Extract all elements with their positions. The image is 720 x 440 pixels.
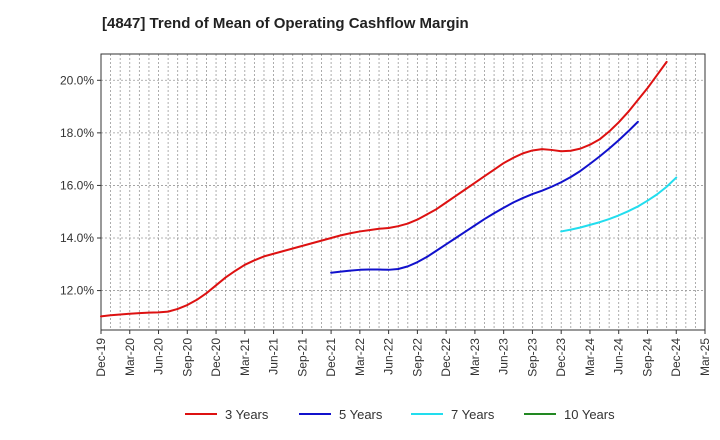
x-tick-label: Sep-20 bbox=[180, 338, 194, 377]
x-tick-label: Dec-23 bbox=[554, 338, 568, 377]
x-tick-label: Jun-22 bbox=[382, 338, 396, 375]
x-axis: Dec-19 Mar-20 Jun-20 Sep-20 Dec-20 Mar-21 Jun-… bbox=[94, 330, 712, 377]
series-layer bbox=[100, 60, 678, 318]
plot-area-border bbox=[100, 53, 706, 331]
x-tick-label: Dec-19 bbox=[94, 338, 108, 377]
x-tick-label: Mar-23 bbox=[468, 338, 482, 376]
legend-label-3-years: 3 Years bbox=[225, 407, 269, 422]
x-tick-label: Mar-24 bbox=[583, 338, 597, 376]
x-tick-label: Dec-22 bbox=[439, 338, 453, 377]
x-tick-label: Jun-21 bbox=[267, 338, 281, 375]
legend-label-10-years: 10 Years bbox=[564, 407, 615, 422]
legend: 3 Years 5 Years 7 Years 10 Years bbox=[185, 407, 615, 422]
y-tick-label: 20.0% bbox=[60, 73, 94, 87]
y-axis: 12.0% 14.0% 16.0% 18.0% 20.0% bbox=[60, 73, 101, 298]
x-tick-label: Dec-20 bbox=[209, 338, 223, 377]
legend-label-5-years: 5 Years bbox=[339, 407, 383, 422]
legend-label-7-years: 7 Years bbox=[451, 407, 495, 422]
x-tick-label: Sep-24 bbox=[640, 338, 654, 377]
x-tick-label: Dec-24 bbox=[669, 338, 683, 377]
grid-layer bbox=[101, 54, 705, 330]
y-tick-label: 12.0% bbox=[60, 284, 94, 298]
x-tick-label: Mar-25 bbox=[698, 338, 712, 376]
x-tick-label: Jun-23 bbox=[497, 338, 511, 375]
series-line-5-years bbox=[330, 120, 639, 274]
x-tick-label: Jun-20 bbox=[152, 338, 166, 375]
x-tick-label: Sep-21 bbox=[295, 338, 309, 377]
y-tick-label: 14.0% bbox=[60, 231, 94, 245]
x-tick-label: Sep-22 bbox=[410, 338, 424, 377]
chart-title: [4847] Trend of Mean of Operating Cashfl… bbox=[102, 15, 469, 32]
x-tick-label: Dec-21 bbox=[324, 338, 338, 377]
y-tick-label: 18.0% bbox=[60, 126, 94, 140]
x-tick-label: Mar-21 bbox=[238, 338, 252, 376]
x-tick-label: Sep-23 bbox=[525, 338, 539, 377]
y-tick-label: 16.0% bbox=[60, 178, 94, 192]
x-tick-label: Mar-20 bbox=[123, 338, 137, 376]
x-tick-label: Jun-24 bbox=[612, 338, 626, 375]
series-line-7-years bbox=[560, 176, 678, 233]
series-line-3-years bbox=[100, 60, 668, 318]
x-tick-label: Mar-22 bbox=[353, 338, 367, 376]
